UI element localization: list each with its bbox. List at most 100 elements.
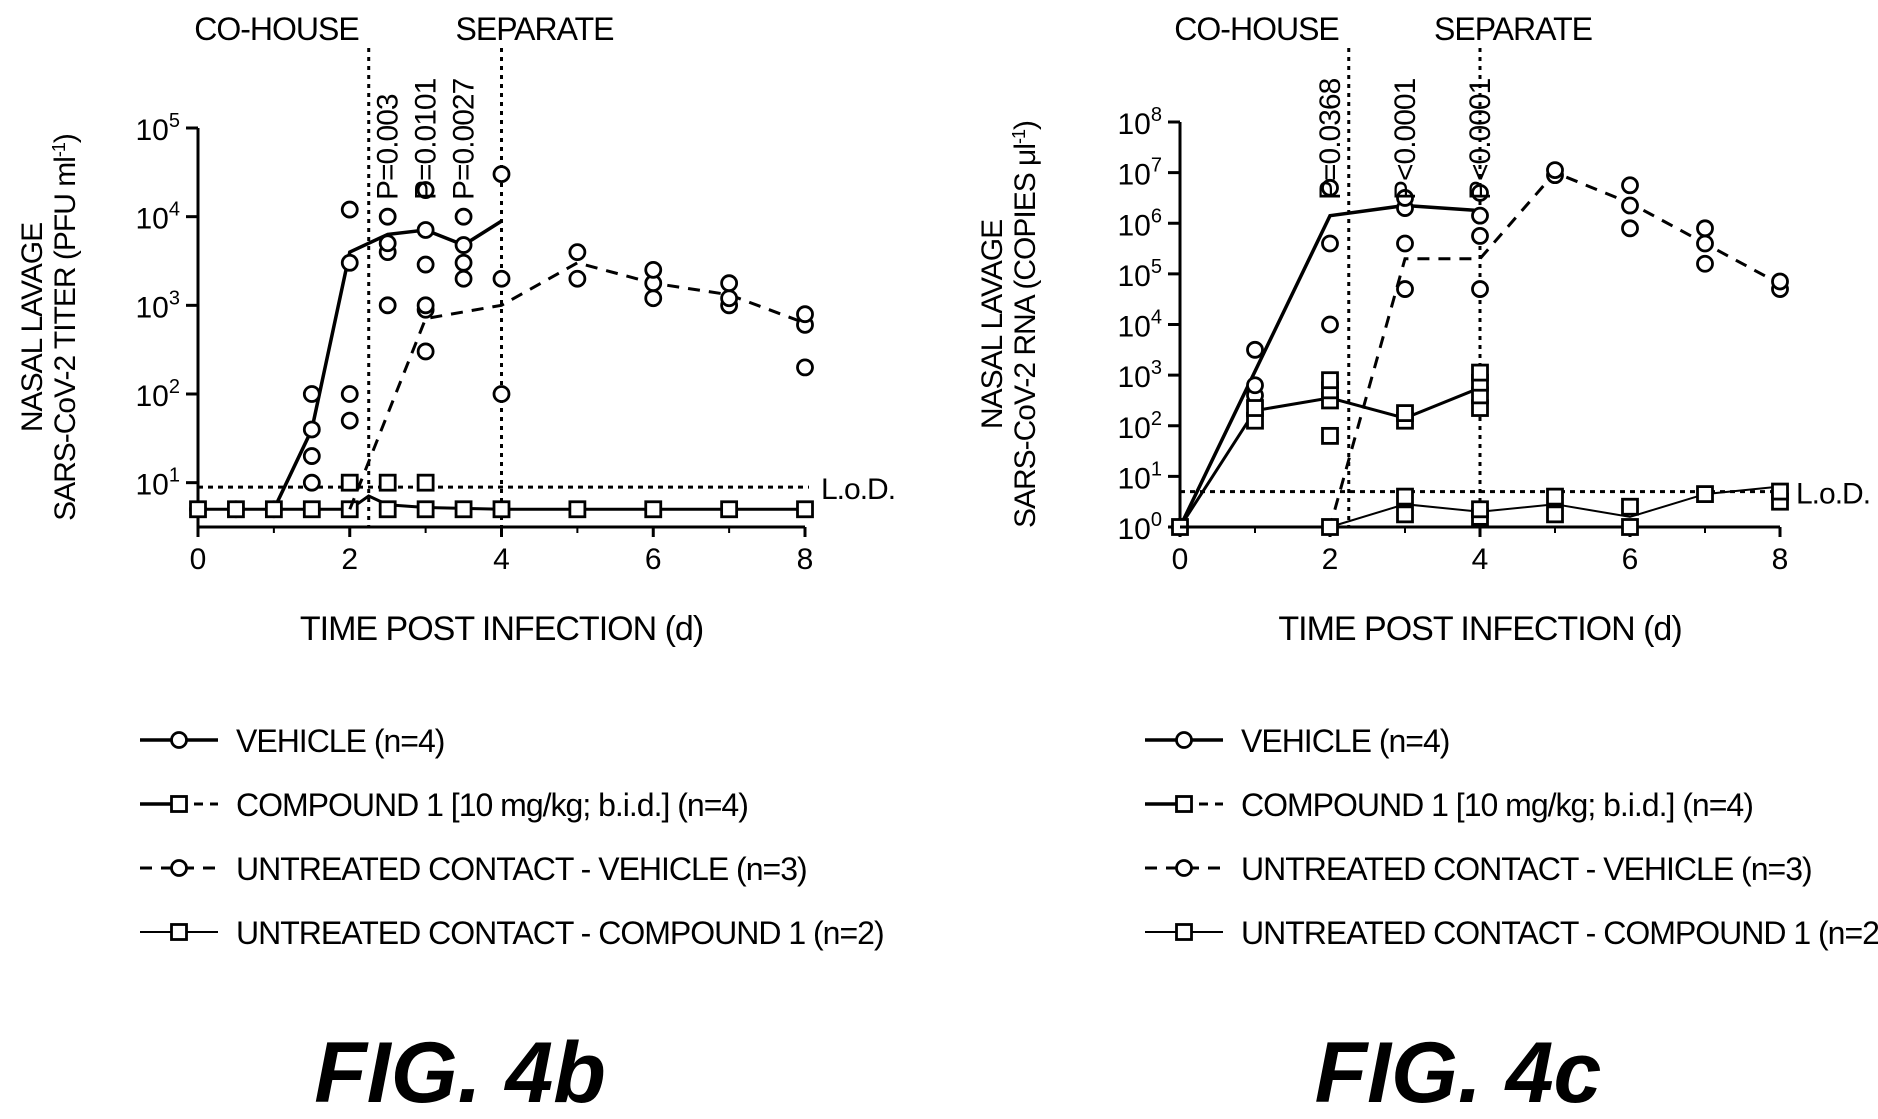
x-tick-label: 8 — [797, 543, 814, 576]
data-point-square — [796, 500, 814, 519]
p-value-label: P=0.0027 — [448, 78, 481, 200]
data-point-circle — [1471, 227, 1489, 245]
data-point-square — [454, 500, 473, 519]
legend-marker-circle — [170, 859, 188, 877]
y-tick-label: 101 — [1118, 458, 1163, 495]
y-tick-label: 106 — [1118, 205, 1163, 242]
legend-marker-square — [170, 923, 188, 941]
x-axis-label: TIME POST INFECTION (d) — [300, 610, 703, 648]
y-tick-label: 105 — [1118, 256, 1163, 293]
data-point-circle — [378, 207, 397, 226]
data-point-circle — [492, 269, 511, 288]
legend-marker-square — [170, 795, 188, 813]
y-tick-label: 100 — [1118, 509, 1163, 546]
event-label-cohouse: CO-HOUSE — [1174, 11, 1338, 47]
chart-panel-fig--4b: 101 102 103 104 105 SARS-CoV-2 TITER (PFU ml-… — [49, 48, 814, 941]
y-tick-label: 107 — [1118, 155, 1163, 192]
y-tick-label: 103 — [1118, 357, 1163, 394]
data-point-circle — [340, 385, 359, 403]
y-tick-label: 104 — [136, 199, 181, 236]
data-point-square — [568, 500, 587, 519]
data-point-circle — [302, 447, 321, 465]
data-point-square — [340, 473, 359, 492]
p-value-label: P=0.0368 — [1314, 78, 1347, 200]
legend-label: UNTREATED CONTACT - COMPOUND 1 (n=2) — [236, 915, 884, 951]
figure-label: FIG. 4b — [314, 1025, 605, 1114]
data-point-circle — [340, 253, 359, 272]
data-point-square — [1471, 363, 1489, 382]
data-point-circle — [454, 207, 473, 226]
data-point-circle — [340, 411, 359, 430]
data-point-square — [227, 500, 245, 519]
data-point-square — [1471, 500, 1489, 519]
data-point-circle — [302, 385, 321, 403]
data-point-circle — [1471, 183, 1489, 202]
data-point-circle — [1546, 161, 1564, 179]
x-tick-label: 2 — [341, 543, 358, 576]
data-point-circle — [796, 305, 814, 324]
data-point-circle — [1321, 178, 1339, 197]
data-point-square — [302, 500, 321, 519]
data-point-circle — [1696, 219, 1714, 238]
y-axis-label-line1: NASAL LAVAGE — [16, 223, 49, 432]
data-point-circle — [1771, 272, 1789, 291]
legend-label: UNTREATED CONTACT - VEHICLE (n=3) — [236, 851, 807, 887]
event-label-cohouse: CO-HOUSE — [194, 11, 358, 47]
data-point-square — [1621, 518, 1639, 536]
data-point-circle — [454, 269, 473, 288]
figure-label: FIG. 4c — [1315, 1025, 1602, 1114]
data-point-circle — [454, 253, 473, 272]
lod-label: L.o.D. — [1796, 478, 1870, 511]
data-point-circle — [720, 289, 739, 308]
data-point-square — [1396, 487, 1414, 506]
event-label-separate: SEPARATE — [456, 11, 614, 47]
data-point-circle — [1696, 254, 1714, 273]
y-axis-label-line2: SARS-CoV-2 TITER (PFU ml-1) — [49, 134, 82, 521]
data-point-square — [1321, 518, 1339, 536]
y-tick-label: 104 — [1118, 307, 1163, 344]
y-tick-label: 101 — [136, 465, 181, 502]
data-point-square — [492, 500, 511, 519]
data-point-square — [189, 500, 207, 519]
data-point-circle — [720, 274, 739, 293]
x-tick-label: 6 — [645, 543, 662, 576]
data-point-square — [1321, 371, 1339, 390]
data-point-circle — [1321, 234, 1339, 253]
data-point-circle — [1621, 219, 1639, 238]
p-value-label: P=0.003 — [372, 94, 405, 200]
data-point-circle — [568, 243, 587, 262]
series-line — [1178, 203, 1481, 528]
data-point-circle — [1621, 196, 1639, 215]
data-point-circle — [1246, 376, 1264, 395]
lod-label: L.o.D. — [821, 473, 895, 506]
data-point-circle — [416, 296, 435, 315]
legend-label: COMPOUND 1 [10 mg/kg; b.i.d.] (n=4) — [236, 787, 748, 823]
y-tick-label: 105 — [136, 110, 181, 147]
legend-marker-circle — [1175, 731, 1193, 749]
data-point-circle — [416, 255, 435, 274]
data-point-circle — [1621, 176, 1639, 195]
legend-marker-square — [1175, 923, 1193, 941]
data-point-square — [416, 500, 435, 519]
x-axis-label: TIME POST INFECTION (d) — [1278, 610, 1681, 648]
legend-label: COMPOUND 1 [10 mg/kg; b.i.d.] (n=4) — [1241, 787, 1753, 823]
data-point-circle — [416, 181, 435, 199]
chart-panel-fig--4c: 100 101 102 103 104 105 106 107 108 SARS-CoV-2 RN… — [1009, 48, 1789, 941]
x-tick-label: 2 — [1322, 543, 1339, 576]
data-point-circle — [1471, 206, 1489, 225]
data-point-circle — [1321, 315, 1339, 334]
legend-marker-circle — [170, 731, 188, 749]
data-point-square — [1771, 482, 1789, 501]
data-point-circle — [796, 358, 814, 377]
data-point-circle — [302, 473, 321, 492]
data-point-square — [1621, 497, 1639, 516]
data-point-square — [1396, 404, 1414, 422]
data-point-circle — [454, 236, 473, 254]
data-point-square — [378, 473, 397, 492]
data-point-square — [1321, 426, 1339, 445]
x-tick-label: 0 — [190, 543, 207, 576]
data-point-circle — [416, 342, 435, 361]
data-point-circle — [302, 420, 321, 439]
data-point-circle — [1696, 234, 1714, 253]
p-value-label: P=0.0101 — [410, 78, 443, 200]
